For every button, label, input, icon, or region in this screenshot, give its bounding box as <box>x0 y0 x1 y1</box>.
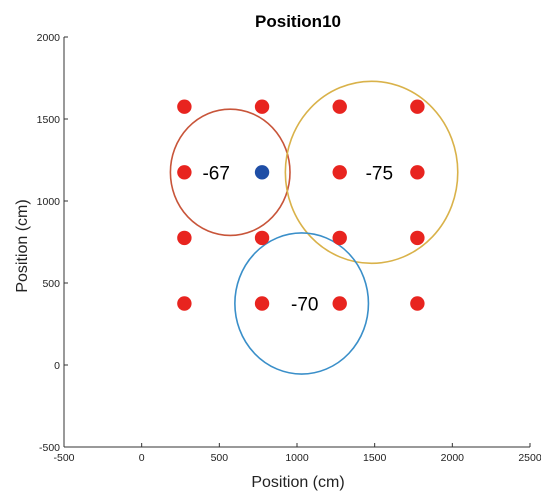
x-tick-label: 2000 <box>441 452 465 464</box>
y-tick-label: 1500 <box>37 114 61 126</box>
range-circles <box>169 80 459 375</box>
anchor-point <box>410 165 425 180</box>
range-circle <box>234 232 370 375</box>
y-ticks: -500 0 500 1000 1500 2000 <box>37 32 68 454</box>
anchor-point <box>177 296 192 311</box>
x-ticks: -500 0 500 1000 1500 2000 2500 <box>53 443 541 464</box>
points <box>177 99 425 311</box>
anchor-point <box>332 99 347 114</box>
y-tick-label: 0 <box>54 360 60 372</box>
anchor-point <box>177 230 192 246</box>
anchor-point <box>410 296 425 311</box>
y-tick-label: 1000 <box>37 196 61 208</box>
x-tick-label: 1000 <box>285 452 309 464</box>
y-tick-label: -500 <box>39 442 60 454</box>
target-point <box>254 165 270 180</box>
x-tick-label: -500 <box>53 452 74 464</box>
anchor-point <box>332 165 347 180</box>
anchor-point <box>177 99 192 114</box>
axes <box>63 37 530 448</box>
range-circle <box>169 108 291 237</box>
range-circle <box>284 80 459 265</box>
anchor-point <box>177 165 192 180</box>
chart-title: Position10 <box>255 12 341 31</box>
x-tick-label: 1500 <box>363 452 387 464</box>
x-tick-label: 0 <box>139 452 145 464</box>
y-axis-label: Position (cm) <box>14 199 31 292</box>
range-circle-label: -75 <box>366 163 393 184</box>
anchor-point <box>254 296 270 311</box>
x-tick-label: 500 <box>211 452 229 464</box>
y-tick-label: 2000 <box>37 32 61 44</box>
anchor-point <box>410 230 425 246</box>
x-tick-label: 2500 <box>518 452 541 464</box>
anchor-point <box>254 230 270 246</box>
anchor-point <box>332 296 347 311</box>
anchor-point <box>254 99 270 114</box>
anchor-point <box>332 230 347 246</box>
range-circle-label: -67 <box>202 163 229 184</box>
circle-labels: -67 -75 -70 <box>202 163 393 315</box>
x-axis-label: Position (cm) <box>251 474 344 491</box>
range-circle-label: -70 <box>291 295 318 316</box>
y-tick-label: 500 <box>42 278 60 290</box>
anchor-point <box>410 99 425 114</box>
